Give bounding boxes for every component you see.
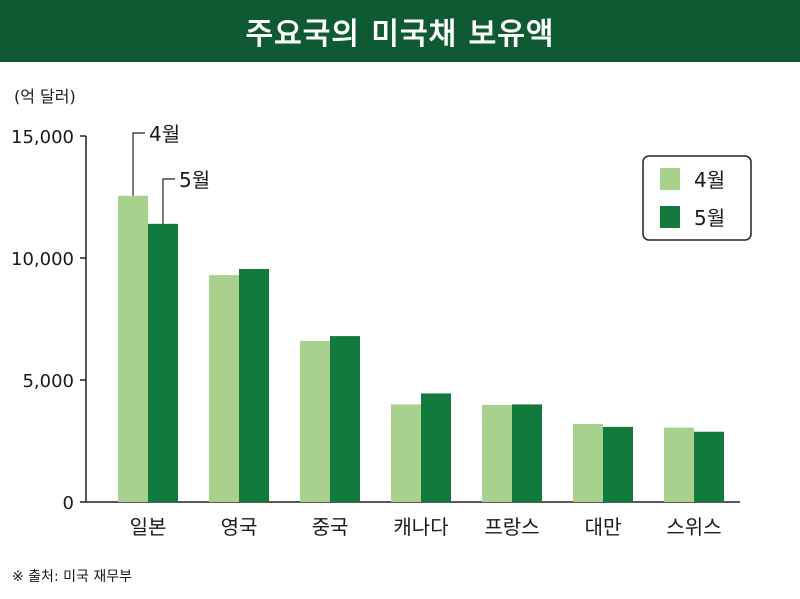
y-tick-label: 5,000 xyxy=(22,371,74,392)
category-label: 프랑스 xyxy=(484,515,539,539)
y-axis-label: (억 달러) xyxy=(14,87,76,106)
y-tick-label: 0 xyxy=(63,493,74,514)
chart-title-bar: 주요국의 미국채 보유액 xyxy=(0,0,800,62)
legend-swatch xyxy=(660,206,680,228)
bar-april xyxy=(209,275,239,502)
bar-april xyxy=(664,427,694,502)
source-note: ※ 출처: 미국 재무부 xyxy=(12,569,132,585)
bar-april xyxy=(482,404,512,502)
category-label: 일본 xyxy=(130,515,167,539)
bar-april xyxy=(573,423,603,502)
bar-april xyxy=(391,404,421,502)
chart-title: 주요국의 미국채 보유액 xyxy=(245,17,555,52)
bar-chart: (억 달러) 0 5,000 10,000 15,000 일본 영국 중국 캐나다 프랑스 대만… xyxy=(11,87,752,539)
bar-may xyxy=(421,393,451,502)
bar-may xyxy=(330,336,360,502)
bar-may xyxy=(512,404,542,502)
bar-may xyxy=(239,268,269,502)
category-label: 캐나다 xyxy=(393,515,448,539)
category-label: 대만 xyxy=(585,515,622,539)
annotation-april: 4월 xyxy=(149,122,180,146)
bar-may xyxy=(694,431,724,502)
bar-april xyxy=(118,195,148,502)
category-labels: 일본 영국 중국 캐나다 프랑스 대만 스위스 xyxy=(130,515,722,539)
legend-label: 4월 xyxy=(694,168,725,192)
y-tick-label: 10,000 xyxy=(11,249,74,270)
category-label: 중국 xyxy=(312,515,349,539)
bar-may xyxy=(603,426,633,502)
legend-swatch xyxy=(660,168,680,190)
bar-may xyxy=(148,223,178,502)
y-tick-label: 15,000 xyxy=(11,127,74,148)
bar-april xyxy=(300,340,330,502)
annotation-may: 5월 xyxy=(179,168,210,192)
legend-label: 5월 xyxy=(694,206,725,230)
annotation-leader-april xyxy=(132,132,145,196)
category-label: 영국 xyxy=(221,515,258,539)
annotation-leader-may xyxy=(162,178,175,224)
annotations: 4월 5월 xyxy=(132,122,210,224)
legend: 4월 5월 xyxy=(642,155,752,241)
bars xyxy=(118,195,724,502)
axes: 0 5,000 10,000 15,000 xyxy=(11,127,740,514)
category-label: 스위스 xyxy=(666,515,721,539)
